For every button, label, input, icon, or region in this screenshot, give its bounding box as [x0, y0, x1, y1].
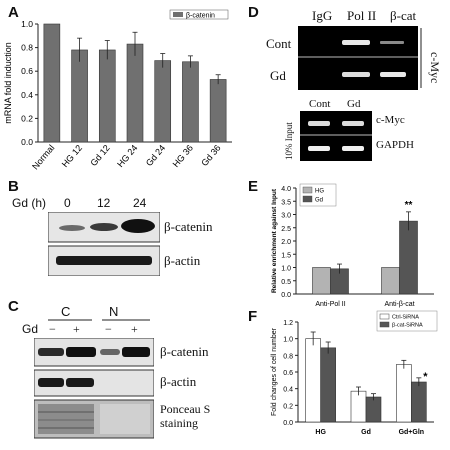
time-12: 12 [97, 196, 111, 210]
c-row-staining: staining [160, 416, 198, 430]
d-row-cont: Cont [266, 36, 292, 51]
group-c: C [61, 304, 71, 319]
bar-Gd+Gln-Ctrl-SiRNA [396, 364, 412, 423]
y-tick-label-0: 0.0 [281, 292, 291, 299]
y-tick-label-6: 1.2 [283, 320, 293, 327]
panel-b-label: B [8, 178, 19, 195]
sign-2: + [73, 322, 80, 336]
d-col-igg: IgG [312, 8, 333, 23]
bar-Gd-β-cat-SiRNA [365, 396, 382, 423]
y-axis-label: Relative enrichment against Input [271, 188, 278, 293]
x-tick-label-0: Anti-Pol II [315, 301, 345, 308]
y-tick-label-4: 2.0 [281, 239, 291, 246]
group-underlines [48, 319, 150, 321]
legend-a-label: β-catenin [186, 13, 215, 20]
blot-c-image [34, 338, 154, 439]
legend-a-swatch [173, 12, 183, 17]
y-tick-label-3: 1.5 [281, 252, 291, 259]
y-tick-label-1: 0.2 [283, 403, 293, 410]
bar-Gd+Gln-β-cat-SiRNA [411, 381, 427, 423]
b-row-beta-catenin: β-catenin [164, 219, 213, 234]
y-tick-label-6: 3.0 [281, 213, 291, 220]
legend-f-box [376, 310, 438, 332]
time-24: 24 [133, 196, 147, 210]
c-row-beta-catenin: β-catenin [160, 344, 209, 359]
y-tick-label-0: 0.0 [283, 420, 293, 427]
y-tick-label-4: 0.8 [21, 43, 33, 53]
x-tick-label-0: HG [315, 429, 326, 436]
blot-b-image [48, 212, 160, 276]
panel-d-label: D [248, 4, 259, 21]
y-tick-label-8: 4.0 [281, 186, 291, 193]
gd-time-header: Gd (h) [12, 196, 47, 210]
panel-f-label: F [248, 308, 258, 325]
legend-a-box [169, 9, 229, 20]
y-tick-label-5: 1.0 [21, 19, 33, 29]
panel-a-label: A [8, 4, 19, 21]
legend-f-label-1: β-cat-SiRNA [392, 323, 423, 329]
d-input-row-cmyc: c-Myc [376, 114, 405, 126]
y-tick-label-5: 2.5 [281, 226, 291, 233]
d-bracket [420, 28, 422, 88]
y-tick-label-5: 1.0 [283, 337, 293, 344]
d-input-col-gd: Gd [347, 98, 361, 110]
gd-label-c: Gd [22, 322, 39, 336]
time-0: 0 [64, 196, 71, 210]
d-col-pol2: Pol II [347, 8, 377, 23]
significance-e: ** [405, 200, 413, 211]
gel-d-image [298, 26, 418, 90]
c-row-ponceau: Ponceau S [160, 402, 211, 416]
legend-e-swatch-0 [302, 186, 313, 194]
x-tick-label-2: Gd+Gln [399, 429, 424, 436]
y-tick-label-7: 3.5 [281, 199, 291, 206]
d-row-gd: Gd [270, 68, 286, 83]
c-row-beta-actin: β-actin [160, 374, 197, 389]
sign-1: − [49, 322, 56, 336]
x-tick-label-1: Anti-β-cat [384, 301, 414, 308]
y-axis-label: Fold changes of cell number [271, 327, 278, 416]
legend-f-swatch-1 [379, 321, 390, 328]
d-input-col-cont: Cont [309, 98, 331, 110]
legend-e-label-0: HG [315, 189, 324, 195]
y-tick-label-1: 0.2 [21, 113, 33, 123]
sign-3: − [105, 322, 112, 336]
y-tick-label-4: 0.8 [283, 353, 293, 360]
bar-Gd-Ctrl-SiRNA [350, 390, 367, 423]
d-side-cmyc: c-Myc [428, 52, 442, 84]
legend-e-swatch-1 [302, 195, 313, 203]
x-tick-label-1: Gd [361, 429, 371, 436]
y-tick-label-2: 0.4 [283, 387, 293, 394]
d-input-side: 10% Input [284, 122, 294, 160]
y-tick-label-0: 0.0 [21, 137, 33, 147]
b-row-beta-actin: β-actin [164, 253, 201, 268]
panel-c-label: C [8, 298, 19, 315]
bar-HG-Ctrl-SiRNA [305, 338, 321, 423]
legend-f-label-0: Ctrl-SiRNA [392, 315, 419, 321]
y-tick-label-3: 0.6 [283, 370, 293, 377]
sign-4: + [131, 322, 138, 336]
significance-f: * [423, 371, 428, 383]
legend-f-swatch-0 [379, 313, 390, 320]
bar-Normal-β-catenin [43, 23, 61, 143]
group-n: N [109, 304, 119, 319]
legend-e-label-1: Gd [315, 198, 323, 204]
d-input-row-gapdh: GAPDH [376, 139, 414, 151]
y-tick-label-1: 0.5 [281, 279, 291, 286]
d-col-bcat: β-cat [390, 8, 417, 23]
gel-d-input-image [300, 111, 372, 161]
panel-e-label: E [248, 178, 259, 195]
bar-HG-β-cat-SiRNA [320, 347, 336, 423]
y-axis-label: mRNA fold induction [3, 42, 13, 124]
y-tick-label-2: 0.4 [21, 90, 33, 100]
y-tick-label-2: 1.0 [281, 266, 291, 273]
y-tick-label-3: 0.6 [21, 66, 33, 76]
